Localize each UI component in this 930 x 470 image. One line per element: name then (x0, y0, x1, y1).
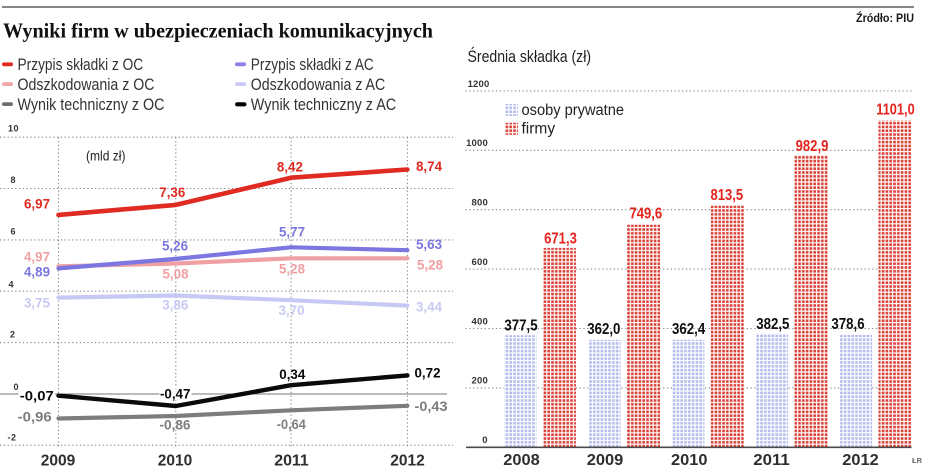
svg-text:-0,96: -0,96 (18, 409, 52, 425)
svg-text:-0,43: -0,43 (415, 398, 448, 414)
svg-text:8,74: 8,74 (416, 158, 442, 174)
svg-text:6,97: 6,97 (24, 196, 50, 212)
svg-text:2012: 2012 (842, 452, 879, 469)
svg-text:749,6: 749,6 (629, 205, 662, 222)
svg-text:5,77: 5,77 (279, 224, 305, 240)
svg-text:4: 4 (9, 280, 15, 290)
svg-text:-0,07: -0,07 (20, 388, 54, 404)
svg-text:10: 10 (8, 124, 19, 134)
svg-text:5,28: 5,28 (279, 261, 305, 277)
svg-text:-0,64: -0,64 (277, 416, 306, 432)
svg-text:2010: 2010 (671, 452, 708, 469)
svg-text:2: 2 (10, 330, 16, 340)
svg-text:Przypis składki z AC: Przypis składki z AC (251, 55, 374, 74)
svg-text:2009: 2009 (41, 453, 76, 470)
svg-text:5,08: 5,08 (163, 266, 189, 282)
svg-text:Wynik techniczny z OC: Wynik techniczny z OC (18, 95, 165, 114)
svg-text:-0,47: -0,47 (160, 386, 191, 402)
svg-text:6: 6 (11, 227, 17, 237)
svg-text:3,75: 3,75 (24, 295, 50, 311)
svg-text:-2: -2 (8, 433, 17, 443)
svg-text:5,63: 5,63 (416, 236, 442, 252)
svg-text:Odszkodowania z OC: Odszkodowania z OC (18, 75, 155, 94)
svg-text:982,9: 982,9 (796, 138, 829, 155)
svg-text:7,36: 7,36 (159, 184, 185, 200)
svg-text:362,0: 362,0 (587, 321, 620, 338)
svg-text:0,72: 0,72 (415, 364, 441, 380)
svg-text:4,89: 4,89 (24, 264, 50, 280)
svg-text:ŁR: ŁR (912, 456, 923, 465)
svg-text:8,42: 8,42 (277, 159, 303, 175)
svg-text:Średnia składka (zł): Średnia składka (zł) (468, 47, 592, 66)
svg-text:5,26: 5,26 (162, 237, 188, 253)
svg-text:813,5: 813,5 (710, 187, 743, 204)
svg-text:5,28: 5,28 (417, 257, 443, 273)
svg-text:0: 0 (14, 382, 20, 392)
svg-text:8: 8 (11, 175, 17, 185)
svg-text:Wynik techniczny z AC: Wynik techniczny z AC (251, 95, 396, 114)
svg-text:Odszkodowania z AC: Odszkodowania z AC (251, 75, 385, 94)
svg-text:2011: 2011 (753, 452, 790, 469)
svg-text:osoby prywatne: osoby prywatne (522, 102, 625, 119)
svg-text:0: 0 (482, 435, 487, 446)
svg-text:671,3: 671,3 (544, 231, 577, 248)
svg-text:382,5: 382,5 (756, 316, 790, 333)
svg-text:600: 600 (472, 257, 488, 268)
svg-text:(mld zł): (mld zł) (86, 148, 126, 164)
svg-text:400: 400 (472, 317, 488, 328)
svg-text:1000: 1000 (466, 138, 488, 149)
svg-text:378,6: 378,6 (831, 316, 865, 333)
svg-text:200: 200 (472, 376, 488, 387)
svg-text:firmy: firmy (522, 121, 556, 138)
svg-text:1200: 1200 (468, 79, 490, 90)
svg-text:Źródło: PIU: Źródło: PIU (856, 12, 914, 25)
svg-text:800: 800 (472, 198, 488, 209)
svg-text:3,86: 3,86 (162, 296, 188, 312)
svg-text:2008: 2008 (503, 452, 540, 469)
svg-text:377,5: 377,5 (504, 318, 538, 335)
svg-text:3,70: 3,70 (279, 302, 305, 318)
svg-text:Przypis składki z OC: Przypis składki z OC (18, 55, 144, 74)
svg-text:0,34: 0,34 (279, 366, 305, 382)
svg-text:2009: 2009 (587, 452, 624, 469)
svg-text:1101,0: 1101,0 (876, 102, 914, 119)
svg-text:362,4: 362,4 (672, 321, 706, 338)
svg-text:3,44: 3,44 (416, 299, 442, 315)
svg-text:2012: 2012 (390, 453, 425, 470)
svg-text:2011: 2011 (274, 453, 309, 470)
svg-text:2010: 2010 (158, 453, 193, 470)
svg-text:4,97: 4,97 (24, 249, 50, 265)
svg-text:Wyniki firm w ubezpieczeniach: Wyniki firm w ubezpieczeniach komunikacy… (3, 19, 433, 43)
svg-text:-0,86: -0,86 (160, 417, 191, 433)
